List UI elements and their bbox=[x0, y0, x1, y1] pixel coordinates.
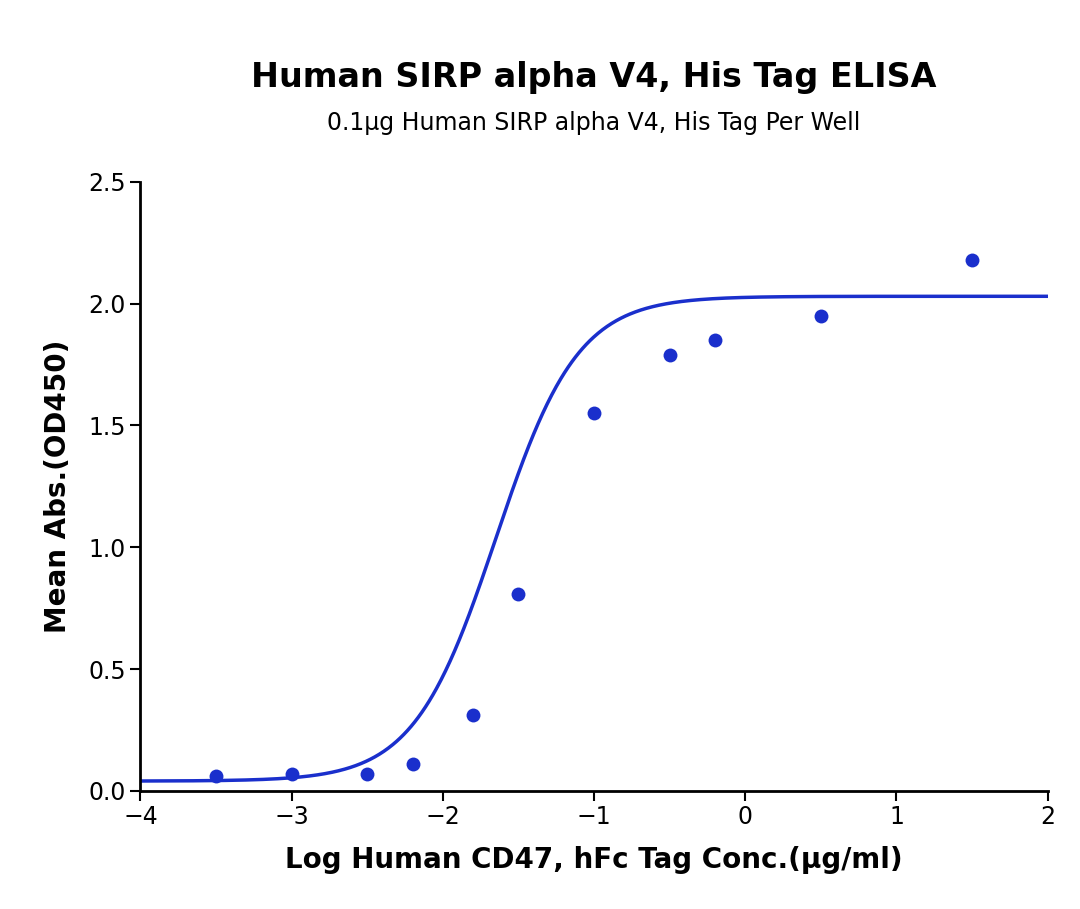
Point bbox=[404, 757, 421, 772]
Point bbox=[706, 333, 724, 347]
Point bbox=[283, 766, 300, 781]
Point bbox=[812, 308, 829, 323]
Point bbox=[464, 708, 482, 723]
Text: Human SIRP alpha V4, His Tag ELISA: Human SIRP alpha V4, His Tag ELISA bbox=[252, 61, 936, 94]
Point bbox=[963, 253, 981, 267]
Y-axis label: Mean Abs.(OD450): Mean Abs.(OD450) bbox=[43, 340, 71, 633]
Point bbox=[661, 347, 678, 362]
Text: 0.1µg Human SIRP alpha V4, His Tag Per Well: 0.1µg Human SIRP alpha V4, His Tag Per W… bbox=[327, 111, 861, 135]
Point bbox=[510, 586, 527, 601]
Point bbox=[359, 766, 376, 781]
Point bbox=[585, 406, 603, 421]
Point bbox=[207, 769, 225, 784]
X-axis label: Log Human CD47, hFc Tag Conc.(µg/ml): Log Human CD47, hFc Tag Conc.(µg/ml) bbox=[285, 846, 903, 874]
